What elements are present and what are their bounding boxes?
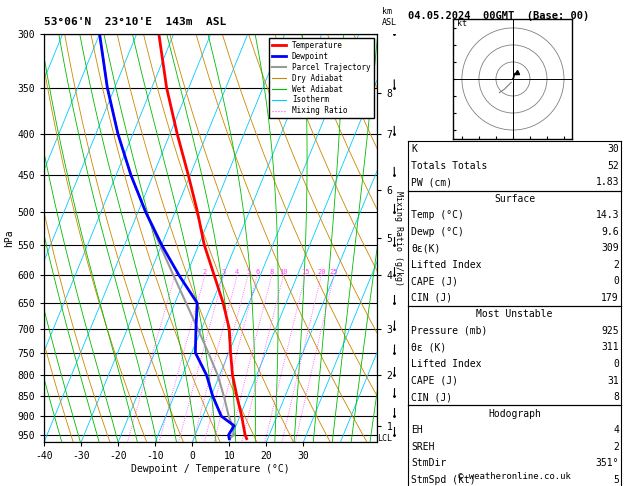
Text: © weatheronline.co.uk: © weatheronline.co.uk xyxy=(458,472,571,481)
Text: 925: 925 xyxy=(601,326,619,336)
Text: kt: kt xyxy=(457,19,467,28)
X-axis label: Dewpoint / Temperature (°C): Dewpoint / Temperature (°C) xyxy=(131,464,290,474)
Text: 10: 10 xyxy=(279,269,287,275)
Text: 1.83: 1.83 xyxy=(596,177,619,187)
Text: 1: 1 xyxy=(173,269,177,275)
Text: EH: EH xyxy=(411,425,423,435)
Text: 351°: 351° xyxy=(596,458,619,468)
Text: km
ASL: km ASL xyxy=(382,7,397,27)
Text: Lifted Index: Lifted Index xyxy=(411,359,482,369)
Y-axis label: Mixing Ratio (g/kg): Mixing Ratio (g/kg) xyxy=(394,191,403,286)
Text: 4: 4 xyxy=(613,425,619,435)
Text: 15: 15 xyxy=(301,269,309,275)
Text: 3: 3 xyxy=(221,269,226,275)
Text: Temp (°C): Temp (°C) xyxy=(411,210,464,220)
Text: CIN (J): CIN (J) xyxy=(411,293,452,303)
Text: PW (cm): PW (cm) xyxy=(411,177,452,187)
Text: 4: 4 xyxy=(235,269,240,275)
Text: StmDir: StmDir xyxy=(411,458,447,468)
Y-axis label: hPa: hPa xyxy=(4,229,14,247)
Text: 2: 2 xyxy=(613,260,619,270)
Text: 179: 179 xyxy=(601,293,619,303)
Text: K: K xyxy=(411,144,417,154)
Text: 311: 311 xyxy=(601,343,619,352)
Text: 20: 20 xyxy=(317,269,326,275)
Text: 2: 2 xyxy=(203,269,207,275)
Text: LCL: LCL xyxy=(377,434,392,443)
Text: 5: 5 xyxy=(613,475,619,485)
Text: Lifted Index: Lifted Index xyxy=(411,260,482,270)
Text: CIN (J): CIN (J) xyxy=(411,392,452,402)
Text: CAPE (J): CAPE (J) xyxy=(411,376,459,385)
Text: Dewp (°C): Dewp (°C) xyxy=(411,227,464,237)
Text: SREH: SREH xyxy=(411,442,435,451)
Text: 309: 309 xyxy=(601,243,619,253)
Text: 52: 52 xyxy=(607,161,619,171)
Text: StmSpd (kt): StmSpd (kt) xyxy=(411,475,476,485)
Text: θε (K): θε (K) xyxy=(411,343,447,352)
Text: Surface: Surface xyxy=(494,194,535,204)
Text: 5: 5 xyxy=(246,269,250,275)
Text: 0: 0 xyxy=(613,277,619,286)
Text: 6: 6 xyxy=(255,269,259,275)
Text: Most Unstable: Most Unstable xyxy=(476,310,553,319)
Text: Totals Totals: Totals Totals xyxy=(411,161,487,171)
Legend: Temperature, Dewpoint, Parcel Trajectory, Dry Adiabat, Wet Adiabat, Isotherm, Mi: Temperature, Dewpoint, Parcel Trajectory… xyxy=(269,38,374,119)
Text: 8: 8 xyxy=(270,269,274,275)
Text: 53°06'N  23°10'E  143m  ASL: 53°06'N 23°10'E 143m ASL xyxy=(44,17,226,27)
Text: 14.3: 14.3 xyxy=(596,210,619,220)
Text: 9.6: 9.6 xyxy=(601,227,619,237)
Text: 0: 0 xyxy=(613,359,619,369)
Text: 2: 2 xyxy=(613,442,619,451)
Text: 30: 30 xyxy=(607,144,619,154)
Text: CAPE (J): CAPE (J) xyxy=(411,277,459,286)
Text: 04.05.2024  00GMT  (Base: 00): 04.05.2024 00GMT (Base: 00) xyxy=(408,11,589,21)
Text: 8: 8 xyxy=(613,392,619,402)
Text: 31: 31 xyxy=(607,376,619,385)
Text: Hodograph: Hodograph xyxy=(488,409,541,418)
Text: 25: 25 xyxy=(330,269,338,275)
Text: Pressure (mb): Pressure (mb) xyxy=(411,326,487,336)
Text: θε(K): θε(K) xyxy=(411,243,441,253)
